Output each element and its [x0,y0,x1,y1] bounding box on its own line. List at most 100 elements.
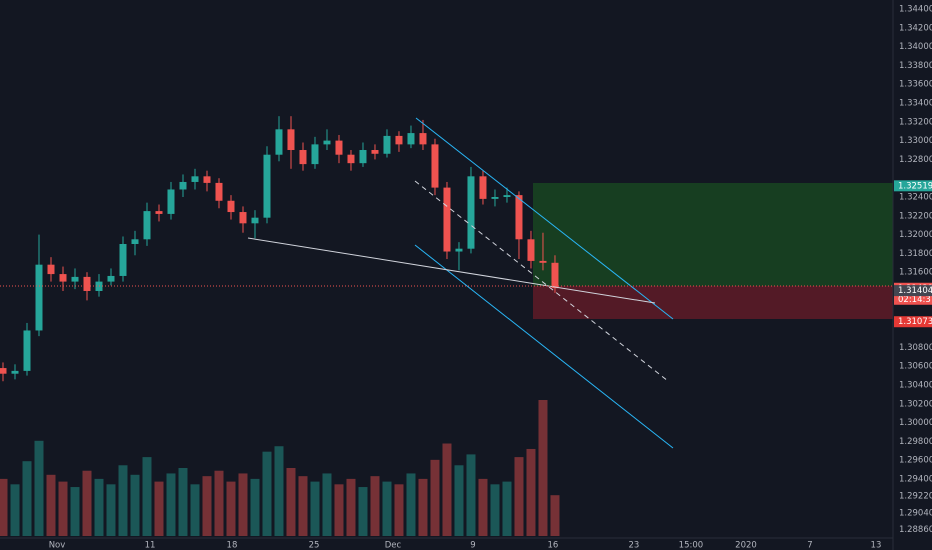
volume-bar [34,440,44,536]
candle-body [95,281,103,291]
volume-bar [538,400,548,536]
volume-bar [178,468,188,536]
candle-body [11,370,19,374]
y-tick-label: 1.33800 [899,61,932,71]
x-tick-label: 15:00 [679,541,704,550]
candle-body [47,264,55,275]
volume-bar [166,473,176,536]
y-tick-label: 1.34200 [899,23,932,33]
volume-bar [322,473,332,536]
x-tick-label: 9 [470,541,475,550]
price-badge [894,285,932,297]
volume-bar [550,495,560,536]
price-badge [894,316,932,328]
candle-body [239,212,247,224]
volume-bar [466,454,476,536]
x-tick-label: 25 [309,541,320,550]
volume-bar [430,459,440,536]
candle-body [71,276,79,282]
volume-bar [46,474,56,536]
y-tick-label: 1.34000 [899,42,932,52]
price-badge-label: 1.31404 [898,286,932,296]
y-tick-label: 1.32400 [899,193,932,203]
x-tick-label: 23 [629,541,640,550]
y-tick-label: 1.29040 [899,508,932,518]
volume-bar [142,457,152,536]
volume-bar [394,484,404,536]
volume-bar [382,481,392,536]
candle-body [479,176,487,199]
candle-body [131,239,139,244]
candle-body [179,181,187,190]
x-tick-label: Nov [49,541,66,550]
candles [0,116,559,382]
channel-bottom [414,244,674,449]
y-tick-label: 1.30800 [899,343,932,353]
volume-bar [490,484,500,536]
candle-body [371,150,379,154]
candle-body [167,189,175,214]
candle-body [383,135,391,154]
candle-body [23,330,31,371]
candle-body [215,182,223,201]
candle-body [155,211,163,214]
volume-bar [478,478,488,536]
candle-body [347,154,355,164]
volume-bar [370,476,380,536]
volume-bar [82,470,92,536]
volume-bar [286,468,296,536]
candle-body [551,262,559,289]
candle-body [287,129,295,151]
volume-bar [298,476,308,536]
y-tick-label: 1.29220 [899,491,932,501]
y-tick-label: 1.30000 [899,418,932,428]
volume-bar [526,448,536,536]
volume-bar [334,484,344,536]
volume-bar [58,481,68,536]
price-badge-label: 1.31073 [898,317,932,327]
price-badge-label: 1.32519 [898,181,932,191]
volume-bar [94,478,104,536]
trend-line [247,237,656,304]
candle-body [35,264,43,331]
y-tick-label: 1.29400 [899,474,932,484]
y-tick-label: 1.28860 [899,525,932,535]
target-zone [533,183,893,286]
volume-bar [106,484,116,536]
candle-body [527,239,535,261]
y-tick-label: 1.33200 [899,117,932,127]
candle-body [0,368,7,374]
volume-bar [10,484,20,536]
candle-body [119,243,127,276]
y-tick-label: 1.29600 [899,456,932,466]
scale-labels: 1.34400 1.34200 1.34000 1.33800 1.33600 1.334… [49,5,932,550]
volume-pane [0,400,560,536]
x-tick-label: Dec [385,541,402,550]
volume-bar [358,487,368,536]
y-tick-label: 1.33600 [899,80,932,90]
candle-body [275,129,283,155]
volume-bar [202,476,212,536]
countdown-label: 02:14:37 [898,295,932,305]
x-tick-label: 11 [145,541,156,550]
candle-body [359,150,367,164]
y-tick-label: 1.33000 [899,136,932,146]
candle-body [311,144,319,165]
y-tick-label: 1.30200 [899,399,932,409]
candle-body [323,140,331,145]
volume-bar [130,474,140,536]
volume-bar [514,457,524,536]
price-badge [894,180,932,192]
candle-body [263,154,271,218]
y-tick-label: 1.34400 [899,5,932,15]
candle-body [515,195,523,240]
candle-body [407,133,415,145]
candle-body [491,197,499,199]
candle-body [107,275,115,282]
candle-body [83,276,91,291]
candle-body [455,248,463,252]
y-tick-label: 1.32000 [899,230,932,240]
volume-bar [274,446,284,536]
y-tick-label: 1.32200 [899,211,932,221]
